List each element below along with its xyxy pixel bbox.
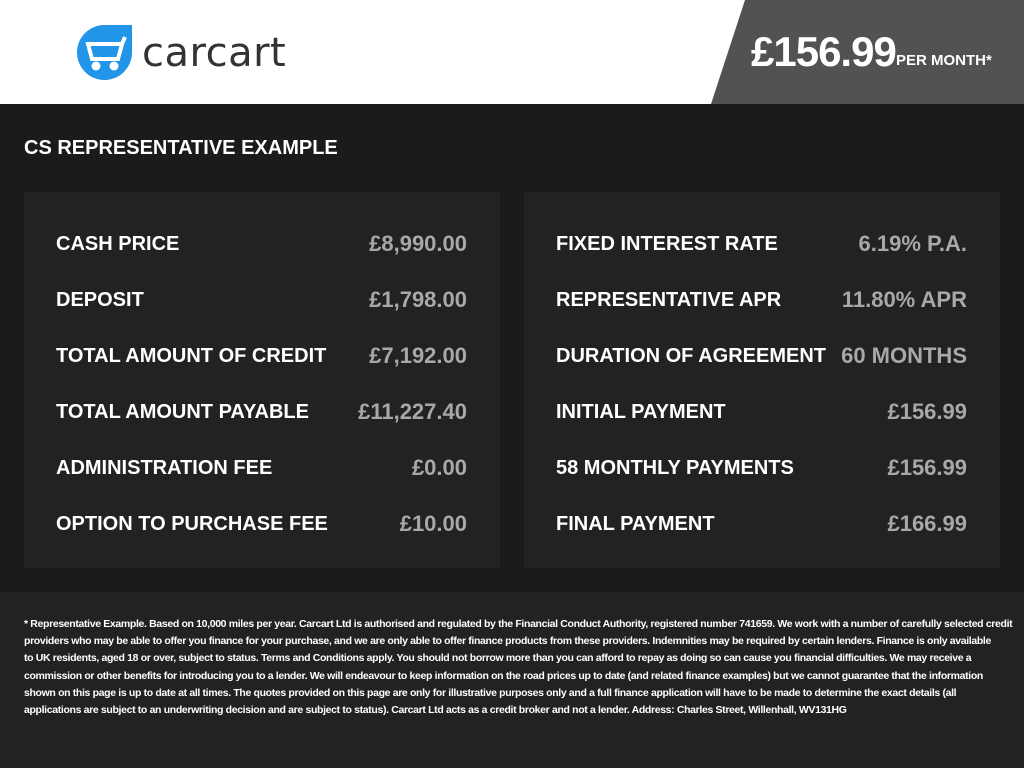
- disclaimer-line: commission or other benefits for introdu…: [24, 669, 983, 682]
- row-label: TOTAL AMOUNT OF CREDIT: [56, 344, 327, 367]
- header: carcart £156.99 PER MONTH*: [0, 0, 1024, 104]
- row-value: £11,227.40: [358, 399, 467, 424]
- row-label: FINAL PAYMENT: [556, 512, 715, 535]
- row-label: 58 MONTHLY PAYMENTS: [556, 456, 794, 479]
- carcart-logo[interactable]: carcart: [77, 25, 286, 80]
- row-value: £0.00: [411, 455, 467, 480]
- row-label: DURATION OF AGREEMENT: [556, 344, 826, 367]
- cart-logo-icon: [77, 25, 132, 80]
- row-value: £1,798.00: [369, 287, 467, 312]
- finance-row: FIXED INTEREST RATE 6.19% P.A.: [556, 229, 967, 259]
- row-value: £10.00: [399, 511, 467, 536]
- finance-row: OPTION TO PURCHASE FEE £10.00: [56, 509, 467, 539]
- disclaimer-line: * Representative Example. Based on 10,00…: [24, 618, 1013, 630]
- row-value: £156.99: [887, 399, 967, 424]
- finance-row: ADMINISTRATION FEE £0.00: [56, 453, 467, 483]
- disclaimer-line: providers who may be able to offer you f…: [24, 635, 991, 648]
- per-month-label: PER MONTH*: [896, 52, 992, 69]
- row-value: 60 MONTHS: [841, 343, 967, 368]
- row-value: 6.19% P.A.: [858, 231, 967, 256]
- row-label: OPTION TO PURCHASE FEE: [56, 512, 328, 535]
- row-value: 11.80% APR: [841, 287, 967, 312]
- finance-row: INITIAL PAYMENT £156.99: [556, 397, 967, 427]
- finance-row: FINAL PAYMENT £166.99: [556, 509, 967, 539]
- disclaimer-footer: * Representative Example. Based on 10,00…: [0, 592, 1024, 768]
- left-finance-panel: CASH PRICE £8,990.00 DEPOSIT £1,798.00 TOT…: [24, 192, 500, 568]
- monthly-price: £156.99: [751, 28, 897, 75]
- right-finance-panel: FIXED INTEREST RATE 6.19% P.A. REPRESENTA…: [524, 192, 1000, 568]
- finance-row: REPRESENTATIVE APR 11.80% APR: [556, 285, 967, 315]
- row-label: INITIAL PAYMENT: [556, 400, 726, 423]
- finance-row: TOTAL AMOUNT OF CREDIT £7,192.00: [56, 341, 467, 371]
- row-value: £166.99: [887, 511, 967, 536]
- row-value: £8,990.00: [369, 231, 467, 256]
- section-title: CS REPRESENTATIVE EXAMPLE: [24, 137, 338, 159]
- row-label: CASH PRICE: [56, 232, 180, 255]
- finance-row: 58 MONTHLY PAYMENTS £156.99: [556, 453, 967, 483]
- row-label: ADMINISTRATION FEE: [56, 456, 273, 479]
- disclaimer-line: applications are subject to an underwrit…: [24, 704, 847, 717]
- finance-row: CASH PRICE £8,990.00: [56, 229, 467, 259]
- row-value: £7,192.00: [369, 343, 467, 368]
- row-label: FIXED INTEREST RATE: [556, 232, 778, 255]
- disclaimer-line: shown on this page is up to date at all …: [24, 686, 957, 699]
- monthly-price-panel: £156.99 PER MONTH*: [711, 0, 1024, 104]
- row-label: REPRESENTATIVE APR: [556, 288, 782, 311]
- row-label: TOTAL AMOUNT PAYABLE: [56, 400, 309, 423]
- finance-row: DEPOSIT £1,798.00: [56, 285, 467, 315]
- finance-row: TOTAL AMOUNT PAYABLE £11,227.40: [56, 397, 467, 427]
- disclaimer-line: to UK residents, aged 18 or over, subjec…: [24, 652, 972, 665]
- row-label: DEPOSIT: [56, 288, 144, 311]
- disclaimer-text: * Representative Example. Based on 10,00…: [24, 616, 1013, 719]
- row-value: £156.99: [887, 455, 967, 480]
- logo-text: carcart: [142, 29, 287, 76]
- finance-row: DURATION OF AGREEMENT 60 MONTHS: [556, 341, 967, 371]
